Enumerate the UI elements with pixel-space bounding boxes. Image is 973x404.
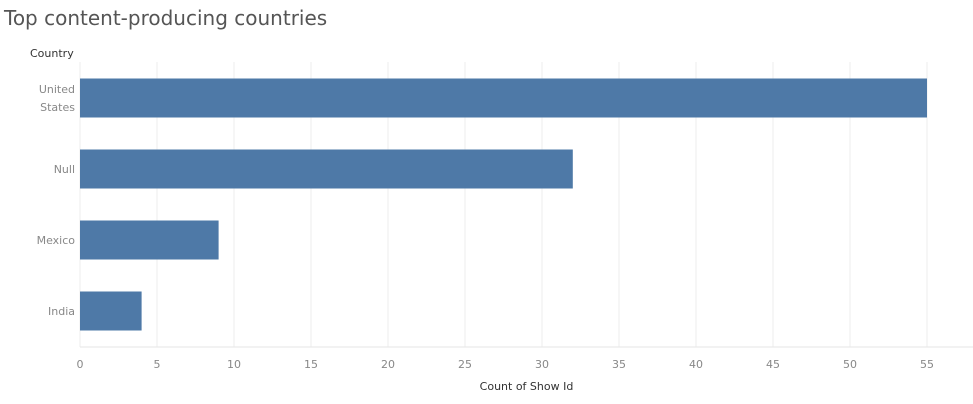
x-tick-label: 35 [612, 358, 626, 371]
y-axis-categories: United States Null Mexico India [37, 83, 76, 318]
bars [80, 78, 927, 331]
x-tick-label: 5 [154, 358, 161, 371]
bar [80, 291, 142, 331]
bar [80, 220, 219, 260]
x-axis-ticks: 0 5 10 15 20 25 30 35 40 45 50 55 [77, 358, 935, 371]
category-label: India [48, 305, 75, 318]
category-label: Mexico [37, 234, 76, 247]
category-label: Null [54, 163, 75, 176]
x-axis-title: Count of Show Id [479, 380, 574, 393]
x-tick-label: 25 [458, 358, 472, 371]
x-tick-label: 20 [381, 358, 395, 371]
x-tick-label: 55 [920, 358, 934, 371]
y-axis-header: Country [30, 47, 74, 60]
x-tick-label: 30 [535, 358, 549, 371]
x-tick-label: 0 [77, 358, 84, 371]
x-tick-label: 10 [227, 358, 241, 371]
category-label: United States [39, 83, 75, 114]
chart-title: Top content-producing countries [4, 6, 328, 30]
bar [80, 78, 927, 118]
x-tick-label: 40 [689, 358, 703, 371]
bar [80, 149, 573, 189]
x-tick-label: 45 [766, 358, 780, 371]
x-tick-label: 50 [843, 358, 857, 371]
x-tick-label: 15 [304, 358, 318, 371]
